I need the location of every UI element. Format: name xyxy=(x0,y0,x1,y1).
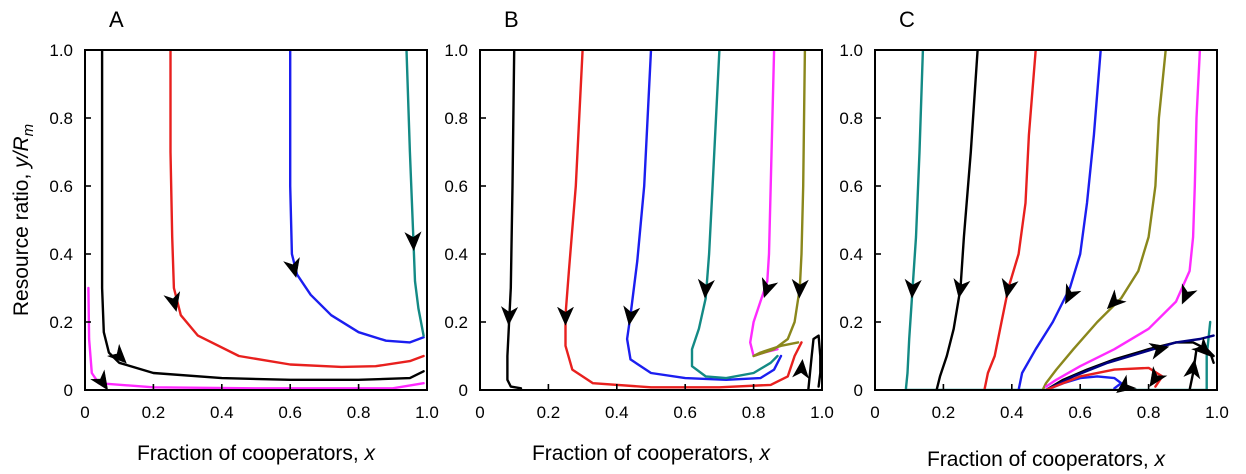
panel-letter: A xyxy=(109,7,124,32)
series-line-2 xyxy=(169,50,425,369)
series-group xyxy=(87,50,425,390)
trajectory-arrow xyxy=(90,369,109,391)
trajectory-arrow xyxy=(1065,283,1082,305)
trajectory-arrow xyxy=(556,306,575,326)
series-line-4 xyxy=(690,50,779,380)
x-tick-label: 0.8 xyxy=(742,403,766,422)
trajectory-arrow xyxy=(791,278,809,299)
x-tick-label: 0.8 xyxy=(347,403,371,422)
series-line-5 xyxy=(87,286,425,390)
y-tick-label: 0.4 xyxy=(839,245,863,264)
series-line-7 xyxy=(1044,341,1215,390)
trajectory-arrow xyxy=(1001,277,1019,299)
series-group xyxy=(904,50,1215,390)
trajectory-arrow xyxy=(953,278,971,299)
trajectory-arrow xyxy=(904,278,922,299)
panel-a: 0 0.2 0.4 0.6 0.8 1.0 0 0.2 0.4 0.6 0.8 1.0 A Fractio… xyxy=(10,7,439,465)
x-axis-title: Fraction of cooperators, x xyxy=(137,442,377,465)
series-line-3 xyxy=(983,50,1037,390)
y-tick-label: 0.2 xyxy=(444,313,468,332)
trajectory-arrow xyxy=(1149,366,1168,387)
series-line-2 xyxy=(935,50,979,390)
x-tick-label: 0.4 xyxy=(605,403,629,422)
y-tick-label: 1.0 xyxy=(839,41,863,60)
x-tick-label: 0.2 xyxy=(932,403,956,422)
y-tick-label: 1.0 xyxy=(444,41,468,60)
x-tick-label: 0.6 xyxy=(278,403,302,422)
y-tick-label: 0.4 xyxy=(49,245,73,264)
x-tick-label: 0.6 xyxy=(1068,403,1092,422)
trajectory-arrow xyxy=(107,343,127,364)
trajectory-arrow xyxy=(283,257,300,278)
series-line-5 xyxy=(749,50,779,358)
series-line-4 xyxy=(1017,50,1102,390)
y-tick-label: 0 xyxy=(459,381,468,400)
x-tick-label: 1.0 xyxy=(810,403,834,422)
y-tick-label: 0.4 xyxy=(444,245,468,264)
panel-letter: B xyxy=(504,7,519,32)
x-axis-title: Fraction of cooperators, x xyxy=(927,448,1167,471)
series-line-4 xyxy=(405,50,425,337)
series-line-3 xyxy=(289,50,425,344)
series-line-1 xyxy=(100,50,425,381)
series-line-2 xyxy=(564,50,803,389)
trajectory-arrow xyxy=(623,305,641,326)
x-tick-label: 0.4 xyxy=(1000,403,1024,422)
series-line-6 xyxy=(752,50,807,358)
x-tick-label: 0 xyxy=(80,403,89,422)
x-tick-label: 0 xyxy=(870,403,879,422)
trajectory-arrow xyxy=(1106,289,1127,310)
series-line-1 xyxy=(904,50,1212,390)
panel-b: 0 0.2 0.4 0.6 0.8 1.0 0 0.2 0.4 0.6 0.8 1.0 B Fractio… xyxy=(444,7,833,465)
y-tick-label: 0.6 xyxy=(444,177,468,196)
trajectory-arrow xyxy=(404,231,422,252)
series-line-6 xyxy=(1044,50,1202,388)
x-tick-label: 0.8 xyxy=(1137,403,1161,422)
x-tick-label: 0.2 xyxy=(142,403,166,422)
x-tick-label: 1.0 xyxy=(1205,403,1229,422)
trajectory-arrow xyxy=(163,291,181,312)
series-line-8 xyxy=(1044,334,1215,390)
x-tick-label: 0 xyxy=(475,403,484,422)
series-line-3 xyxy=(625,50,783,381)
y-tick-label: 0.6 xyxy=(49,177,73,196)
plot-frame xyxy=(874,49,1218,391)
trajectory-arrow xyxy=(1181,283,1198,305)
y-tick-label: 0.2 xyxy=(839,313,863,332)
series-line-7 xyxy=(807,334,822,390)
y-tick-label: 1.0 xyxy=(49,41,73,60)
y-tick-label: 0 xyxy=(64,381,73,400)
y-tick-label: 0 xyxy=(854,381,863,400)
y-tick-label: 0.2 xyxy=(49,313,73,332)
series-line-5 xyxy=(1041,50,1167,390)
plot-frame xyxy=(479,49,823,391)
x-tick-label: 0.4 xyxy=(210,403,234,422)
series-group xyxy=(506,50,822,390)
trajectory-arrow xyxy=(1191,337,1211,357)
series-line-1 xyxy=(506,50,523,390)
y-tick-label: 0.8 xyxy=(839,109,863,128)
y-axis-title: Resource ratio, y/Rm xyxy=(10,124,37,316)
y-tick-label: 0.8 xyxy=(49,109,73,128)
plot-frame xyxy=(84,49,428,391)
trajectory-arrow xyxy=(500,306,519,326)
trajectory-arrow xyxy=(697,278,715,299)
panel-c: 0 0.2 0.4 0.6 0.8 1.0 0 0.2 0.4 0.6 0.8 1.0 C Fractio… xyxy=(839,7,1228,471)
x-tick-label: 1.0 xyxy=(415,403,439,422)
x-tick-label: 0.6 xyxy=(673,403,697,422)
x-axis-title: Fraction of cooperators, x xyxy=(532,442,772,465)
trajectory-arrow xyxy=(1148,342,1170,360)
y-tick-label: 0.6 xyxy=(839,177,863,196)
y-tick-label: 0.8 xyxy=(444,109,468,128)
trajectory-arrow xyxy=(761,277,779,299)
x-tick-label: 0.2 xyxy=(537,403,561,422)
trajectory-arrow xyxy=(792,359,810,380)
panel-letter: C xyxy=(899,7,915,32)
trajectory-arrow xyxy=(1183,359,1201,380)
